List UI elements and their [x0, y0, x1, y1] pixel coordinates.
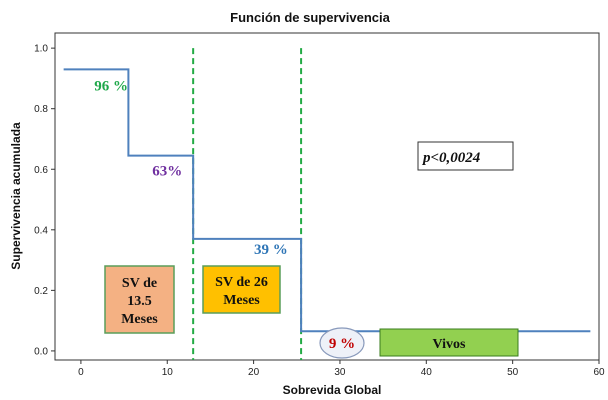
circle-9-percent-label: 9 % [329, 336, 355, 352]
x-tick-label: 40 [421, 367, 433, 378]
x-axis: 0 10 20 30 40 50 60 [78, 360, 605, 378]
pvalue-box [417, 141, 514, 171]
y-axis: 0.0 0.2 0.4 0.6 0.8 1.0 [34, 44, 55, 357]
y-tick-label: 0.2 [34, 286, 48, 297]
x-axis-label: Sobrevida Global [283, 383, 382, 397]
series-group [63, 68, 591, 333]
percent-annotation: 39 % [254, 242, 288, 258]
y-tick-label: 0.0 [34, 346, 48, 357]
y-tick-label: 1.0 [34, 44, 48, 55]
survival-step-line [63, 68, 591, 333]
box-sv-13-5-line-2: 13.5 [127, 294, 152, 309]
x-tick-label: 20 [248, 367, 260, 378]
x-tick-label: 60 [593, 367, 605, 378]
x-tick-label: 10 [162, 367, 174, 378]
x-tick-label: 0 [78, 367, 84, 378]
x-tick-label: 30 [334, 367, 346, 378]
box-sv-26-line-2: Meses [223, 293, 260, 308]
y-tick-label: 0.6 [34, 165, 48, 176]
box-sv-13-5-line-1: SV de [122, 276, 157, 291]
box-sv-13-5 [104, 265, 175, 334]
box-vivos [379, 328, 519, 357]
box-sv-26-line-1: SV de 26 [215, 275, 268, 290]
annotations-group: 96 % 63% 39 % [94, 79, 288, 258]
chart-title: Función de supervivencia [230, 10, 390, 25]
y-tick-label: 0.8 [34, 104, 48, 115]
y-axis-label: Supervivencia acumulada [9, 122, 23, 270]
pvalue-label: p<0,0024 [421, 150, 481, 166]
percent-annotation: 63% [152, 163, 182, 179]
circle-9-percent [319, 327, 365, 359]
x-tick-label: 50 [507, 367, 519, 378]
y-tick-label: 0.4 [34, 225, 48, 236]
percent-annotation: 96 % [94, 79, 128, 95]
box-sv-13-5-line-3: Meses [121, 312, 158, 327]
box-sv-26 [202, 265, 281, 314]
box-vivos-label: Vivos [433, 337, 466, 352]
